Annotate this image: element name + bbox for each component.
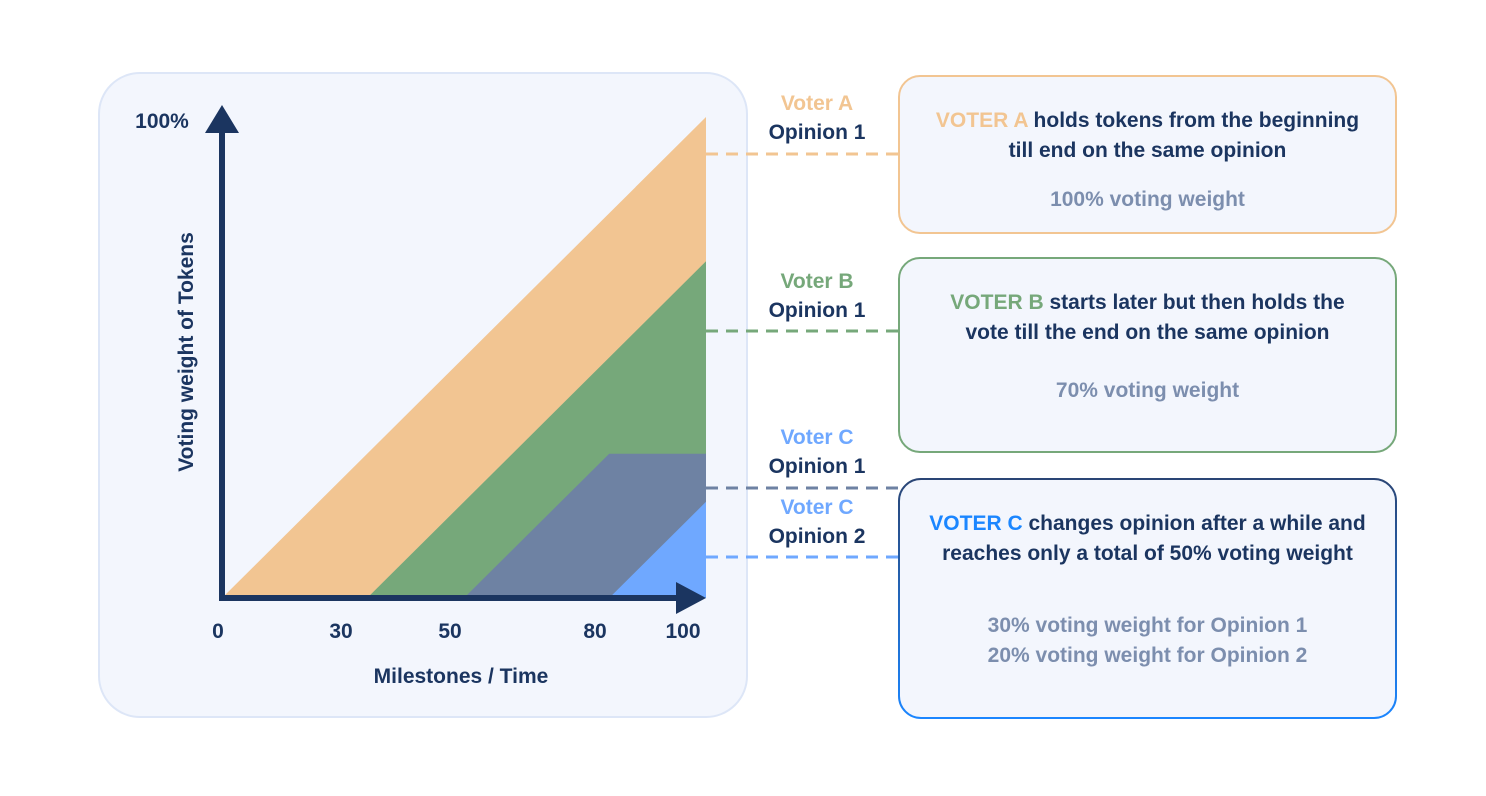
card-voter-b-highlight: VOTER B — [950, 291, 1044, 314]
x-tick-30: 30 — [329, 620, 352, 643]
x-axis-title: Milestones / Time — [374, 665, 549, 688]
card-voter-c-text: changes opinion after a while and reache… — [942, 512, 1366, 565]
card-voter-a-weight: 100% voting weight — [1050, 188, 1245, 211]
label-voter-c1-name: Voter C — [780, 426, 854, 449]
y-axis-title: Voting weight of Tokens — [175, 232, 198, 472]
card-voter-a: VOTER A holds tokens from the beginning … — [898, 75, 1397, 234]
label-voter-c2-opinion: Opinion 2 — [768, 525, 866, 548]
x-tick-0: 0 — [212, 620, 224, 643]
label-voter-c-opinion2: Voter C Opinion 2 — [732, 493, 902, 551]
card-voter-b-desc: VOTER B starts later but then holds the … — [926, 288, 1369, 348]
x-tick-50: 50 — [438, 620, 461, 643]
card-voter-b: VOTER B starts later but then holds the … — [898, 257, 1397, 453]
card-voter-c-border — [898, 478, 1397, 719]
card-voter-c-weight-opinion2: 20% voting weight for Opinion 2 — [987, 644, 1308, 667]
label-voter-a: Voter A Opinion 1 — [732, 89, 902, 147]
card-voter-b-weight: 70% voting weight — [1055, 379, 1240, 402]
x-tick-100: 100 — [665, 620, 700, 643]
x-axis-arrow-icon — [676, 582, 706, 614]
label-voter-b: Voter B Opinion 1 — [732, 267, 902, 325]
label-voter-c-opinion1: Voter C Opinion 1 — [732, 423, 902, 481]
label-voter-a-name: Voter A — [780, 92, 854, 115]
card-voter-b-text: starts later but then holds the vote til… — [965, 291, 1345, 344]
area-voter-c-opinion2 — [609, 501, 706, 598]
card-voter-a-text: holds tokens from the beginning till end… — [1008, 109, 1360, 162]
card-voter-a-highlight: VOTER A — [935, 109, 1028, 132]
card-voter-c-desc: VOTER C changes opinion after a while an… — [924, 509, 1371, 569]
y-axis-arrow-icon — [205, 105, 239, 133]
label-voter-c2-name: Voter C — [780, 496, 854, 519]
card-voter-a-desc: VOTER A holds tokens from the beginning … — [926, 106, 1369, 166]
label-voter-c1-opinion: Opinion 1 — [768, 455, 866, 478]
x-tick-labels: 0 30 50 80 100 — [212, 620, 700, 643]
card-voter-c: VOTER C changes opinion after a while an… — [898, 478, 1397, 719]
y-axis-top-label: 100% — [135, 110, 189, 133]
card-voter-c-highlight: VOTER C — [929, 512, 1023, 535]
area-voter-c-opinion1 — [464, 453, 706, 598]
label-voter-b-name: Voter B — [780, 270, 854, 293]
label-voter-b-opinion: Opinion 1 — [768, 299, 866, 322]
area-series-group — [222, 117, 706, 598]
card-voter-c-weight-opinion1: 30% voting weight for Opinion 1 — [987, 614, 1308, 637]
label-voter-a-opinion: Opinion 1 — [768, 121, 866, 144]
x-tick-80: 80 — [583, 620, 606, 643]
